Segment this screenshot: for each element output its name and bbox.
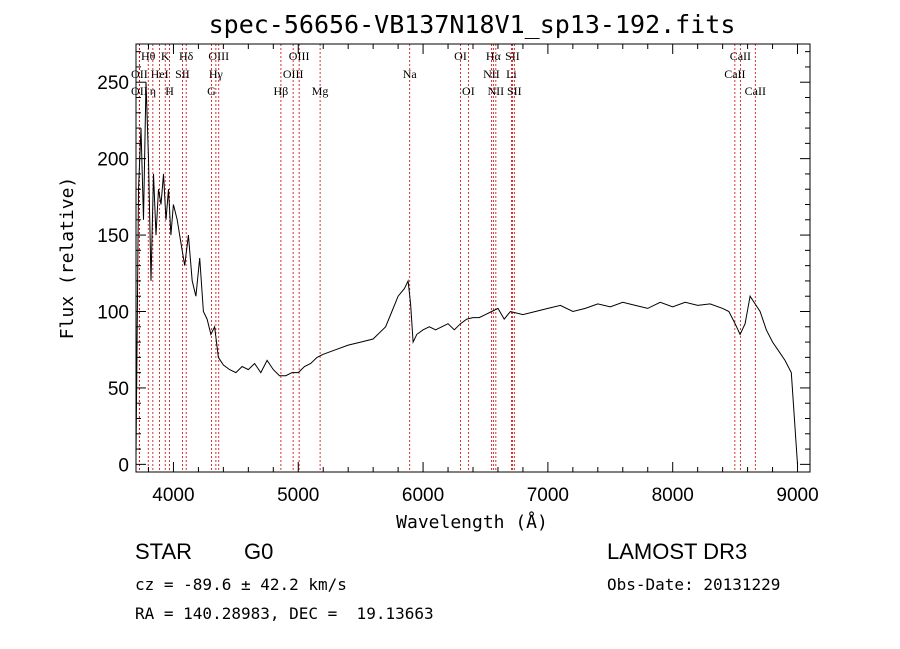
y-tick-label: 100	[97, 303, 129, 324]
survey-name: LAMOST DR3	[607, 539, 748, 564]
spectral-line-label: H	[165, 84, 174, 98]
x-tick-label: 4000	[152, 485, 194, 506]
spectral-line-label: OIII	[208, 49, 229, 63]
spectral-line-label: Hγ	[209, 67, 224, 81]
spectrum-line	[135, 82, 798, 465]
x-tick-label: 7000	[527, 485, 569, 506]
spectral-line-label: Hα	[486, 49, 502, 63]
spectral-line-label: η	[150, 84, 156, 98]
observation-date: Obs-Date: 20131229	[607, 575, 781, 594]
object-class: STAR	[135, 539, 193, 564]
y-tick-label: 0	[118, 455, 129, 476]
spectral-line-label: Hδ	[179, 49, 194, 63]
x-axis-label: Wavelength (Å)	[396, 511, 548, 533]
spectral-line-label: HeI	[151, 67, 169, 81]
x-tick-label: 9000	[776, 485, 818, 506]
spectral-line-label: Mg	[312, 84, 329, 98]
x-tick-label: 8000	[652, 485, 694, 506]
spectral-line-label: CaII	[730, 49, 751, 63]
x-tick-label: 5000	[277, 485, 319, 506]
y-tick-label: 150	[97, 226, 129, 247]
spectral-line-label: NII	[488, 84, 505, 98]
y-tick-label: 200	[97, 150, 129, 171]
spectral-line-label: G	[207, 84, 216, 98]
spectral-line-label: OII	[131, 84, 148, 98]
x-tick-label: 6000	[402, 485, 444, 506]
spectral-line-label: SII	[505, 49, 520, 63]
spectral-line-label: OI	[462, 84, 475, 98]
plot-frame	[135, 43, 811, 473]
spectral-line-label: SII	[175, 67, 190, 81]
spectral-line-label: CaII	[724, 67, 745, 81]
spectral-line-label: OIII	[289, 49, 310, 63]
spectral-line-label: Hβ	[274, 84, 289, 98]
spectral-line-label: Na	[403, 67, 418, 81]
spectral-line-label: K	[161, 49, 170, 63]
y-axis-label: Flux (relative)	[57, 177, 78, 340]
spectral-line-label: NII	[483, 67, 500, 81]
sky-coordinates: RA = 140.28983, DEC = 19.13663	[135, 604, 434, 623]
spectral-line-label: Li	[506, 67, 517, 81]
spectral-line-label: CaII	[745, 84, 766, 98]
spectral-line-label: OIII	[283, 67, 304, 81]
spectral-line-label: SII	[507, 84, 522, 98]
spectral-line-label: Hθ	[141, 49, 156, 63]
spectral-line-label: OI	[454, 49, 467, 63]
y-tick-label: 50	[108, 379, 129, 400]
chart-title: spec-56656-VB137N18V1_sp13-192.fits	[209, 10, 736, 39]
redshift-velocity: cz = -89.6 ± 42.2 km/s	[135, 575, 347, 594]
y-tick-label: 250	[97, 73, 129, 94]
object-subclass: G0	[244, 539, 274, 564]
axis-ticks: 4000 5000 6000 7000 8000 9000 0 50 100 150 200 250	[97, 44, 819, 506]
